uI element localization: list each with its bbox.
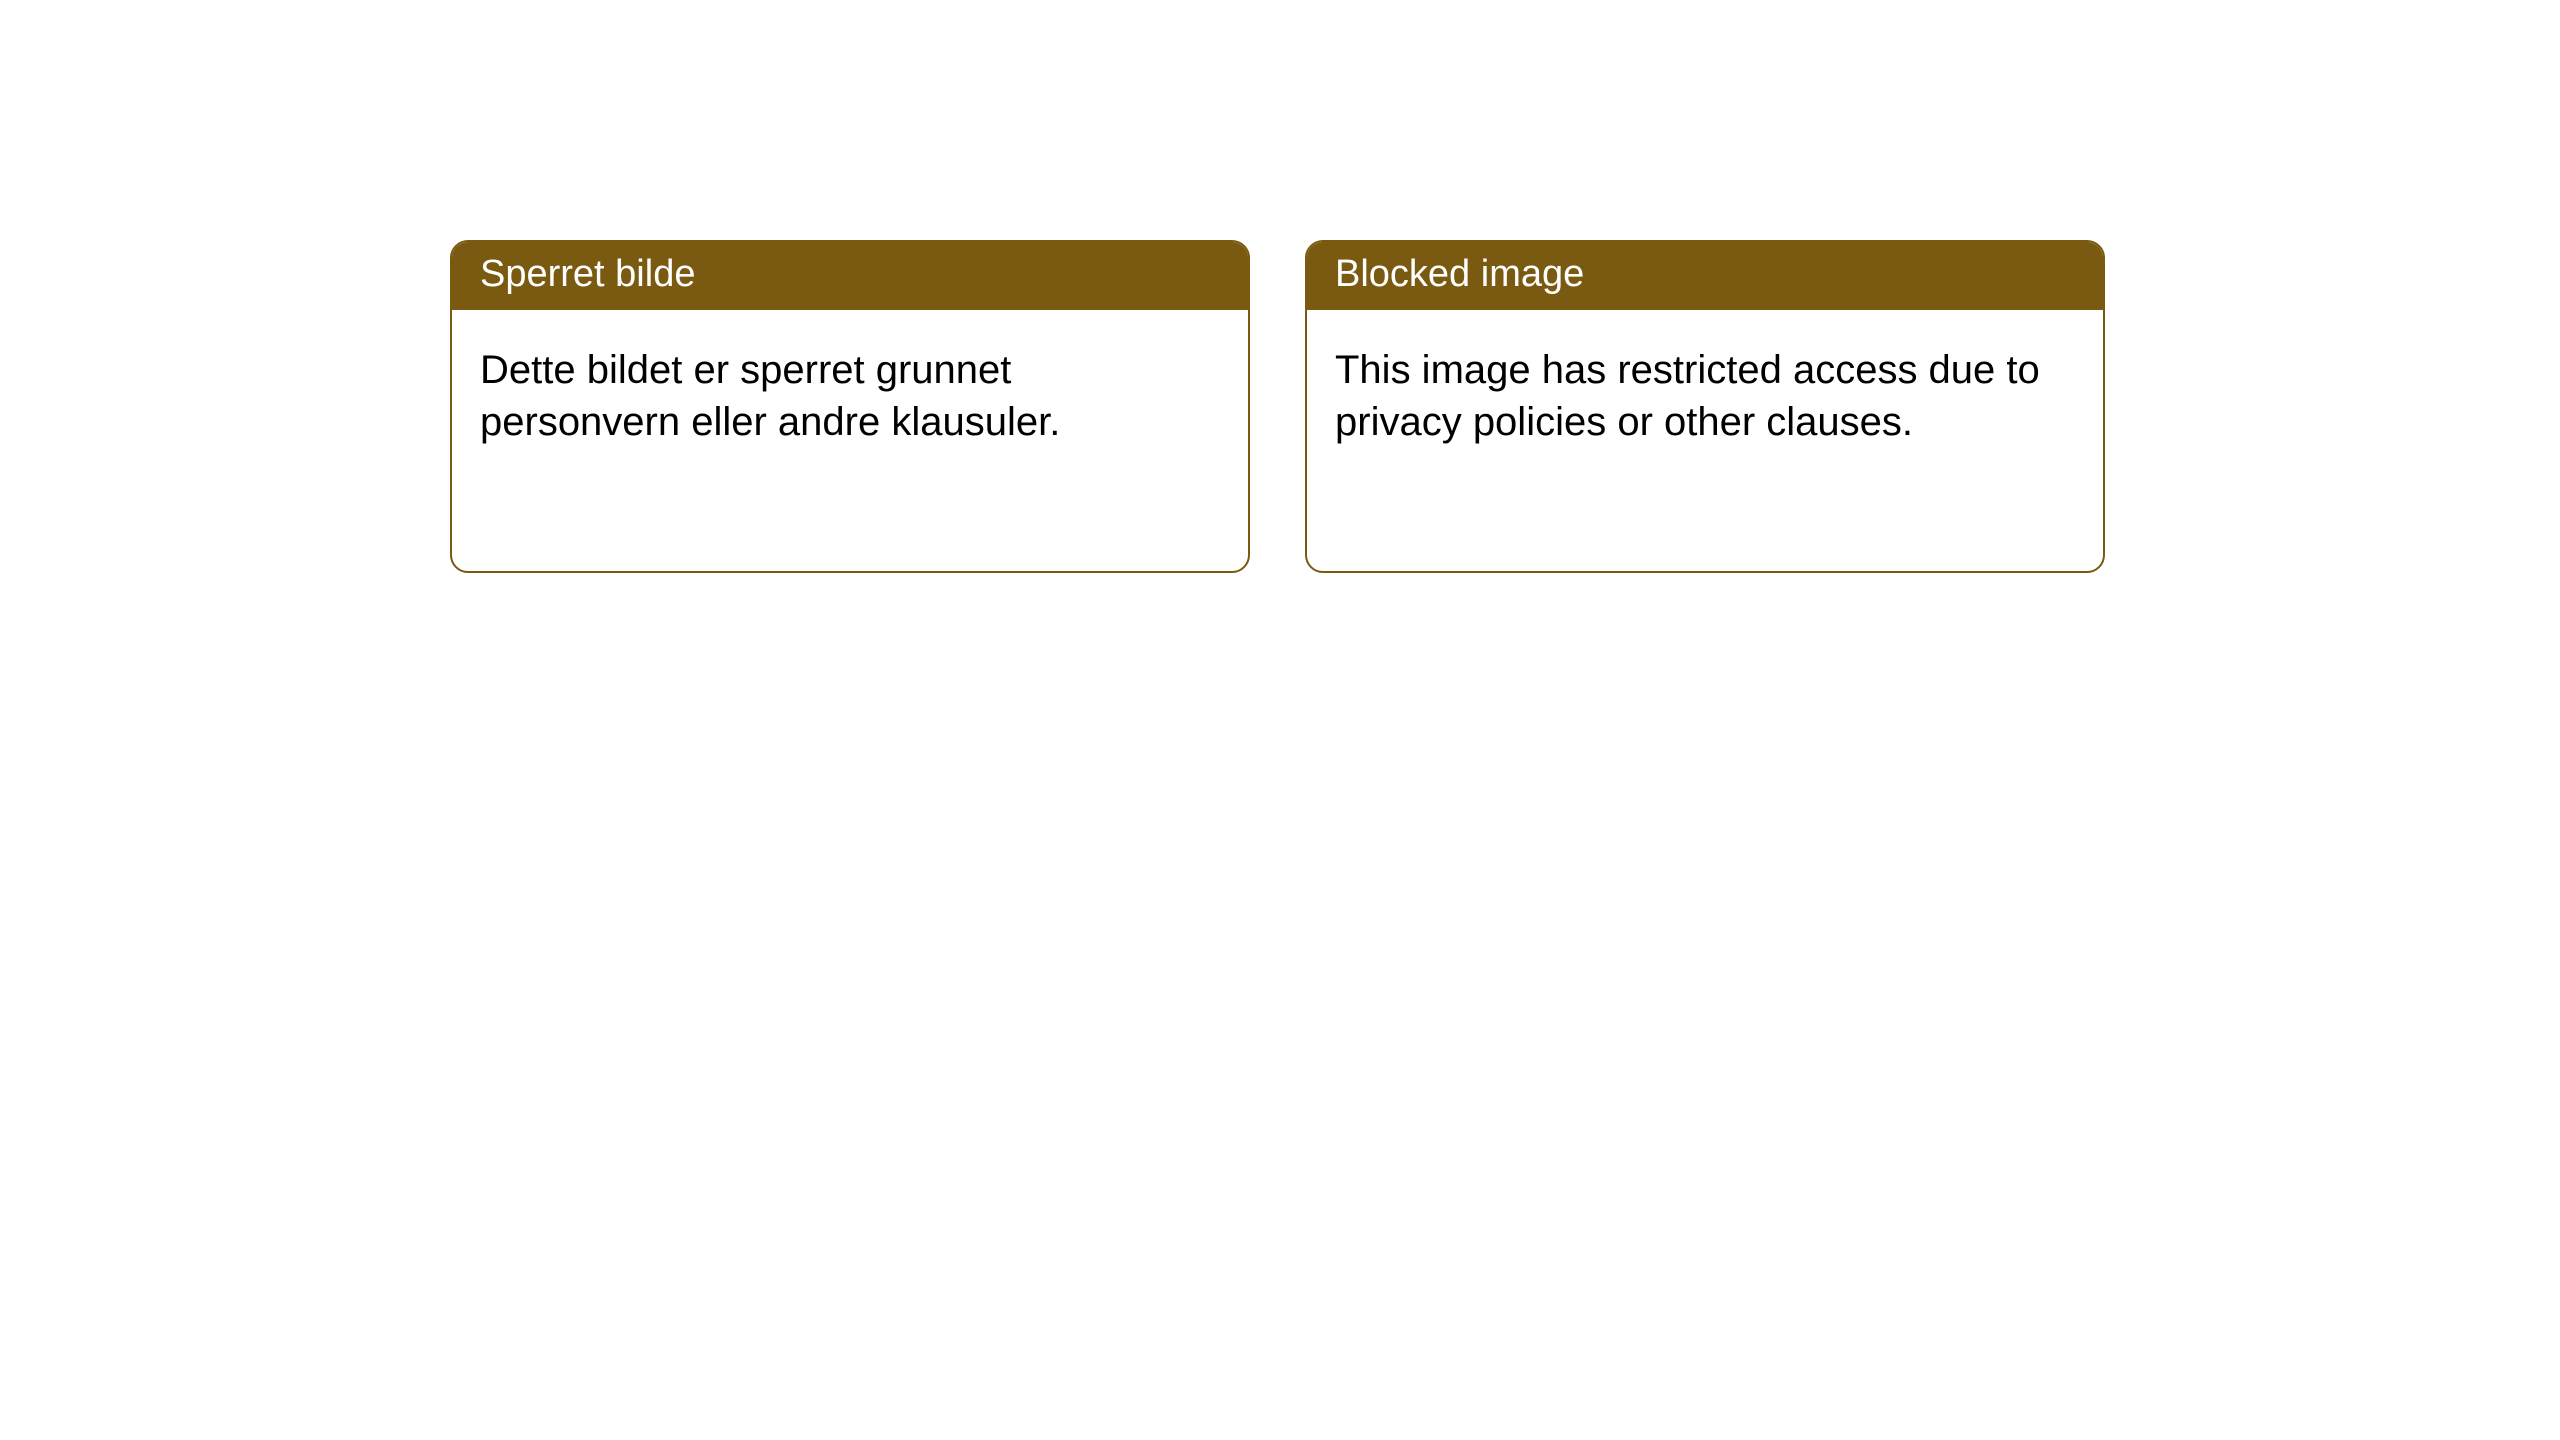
card-body-text: Dette bildet er sperret grunnet personve… <box>480 348 1060 444</box>
card-body: Dette bildet er sperret grunnet personve… <box>452 310 1248 482</box>
notice-card-norwegian: Sperret bilde Dette bildet er sperret gr… <box>450 240 1250 573</box>
card-header: Sperret bilde <box>452 242 1248 310</box>
notice-card-english: Blocked image This image has restricted … <box>1305 240 2105 573</box>
notice-cards-container: Sperret bilde Dette bildet er sperret gr… <box>450 240 2105 573</box>
card-body: This image has restricted access due to … <box>1307 310 2103 482</box>
card-title: Sperret bilde <box>480 253 695 295</box>
card-body-text: This image has restricted access due to … <box>1335 348 2040 444</box>
card-header: Blocked image <box>1307 242 2103 310</box>
card-title: Blocked image <box>1335 253 1584 295</box>
